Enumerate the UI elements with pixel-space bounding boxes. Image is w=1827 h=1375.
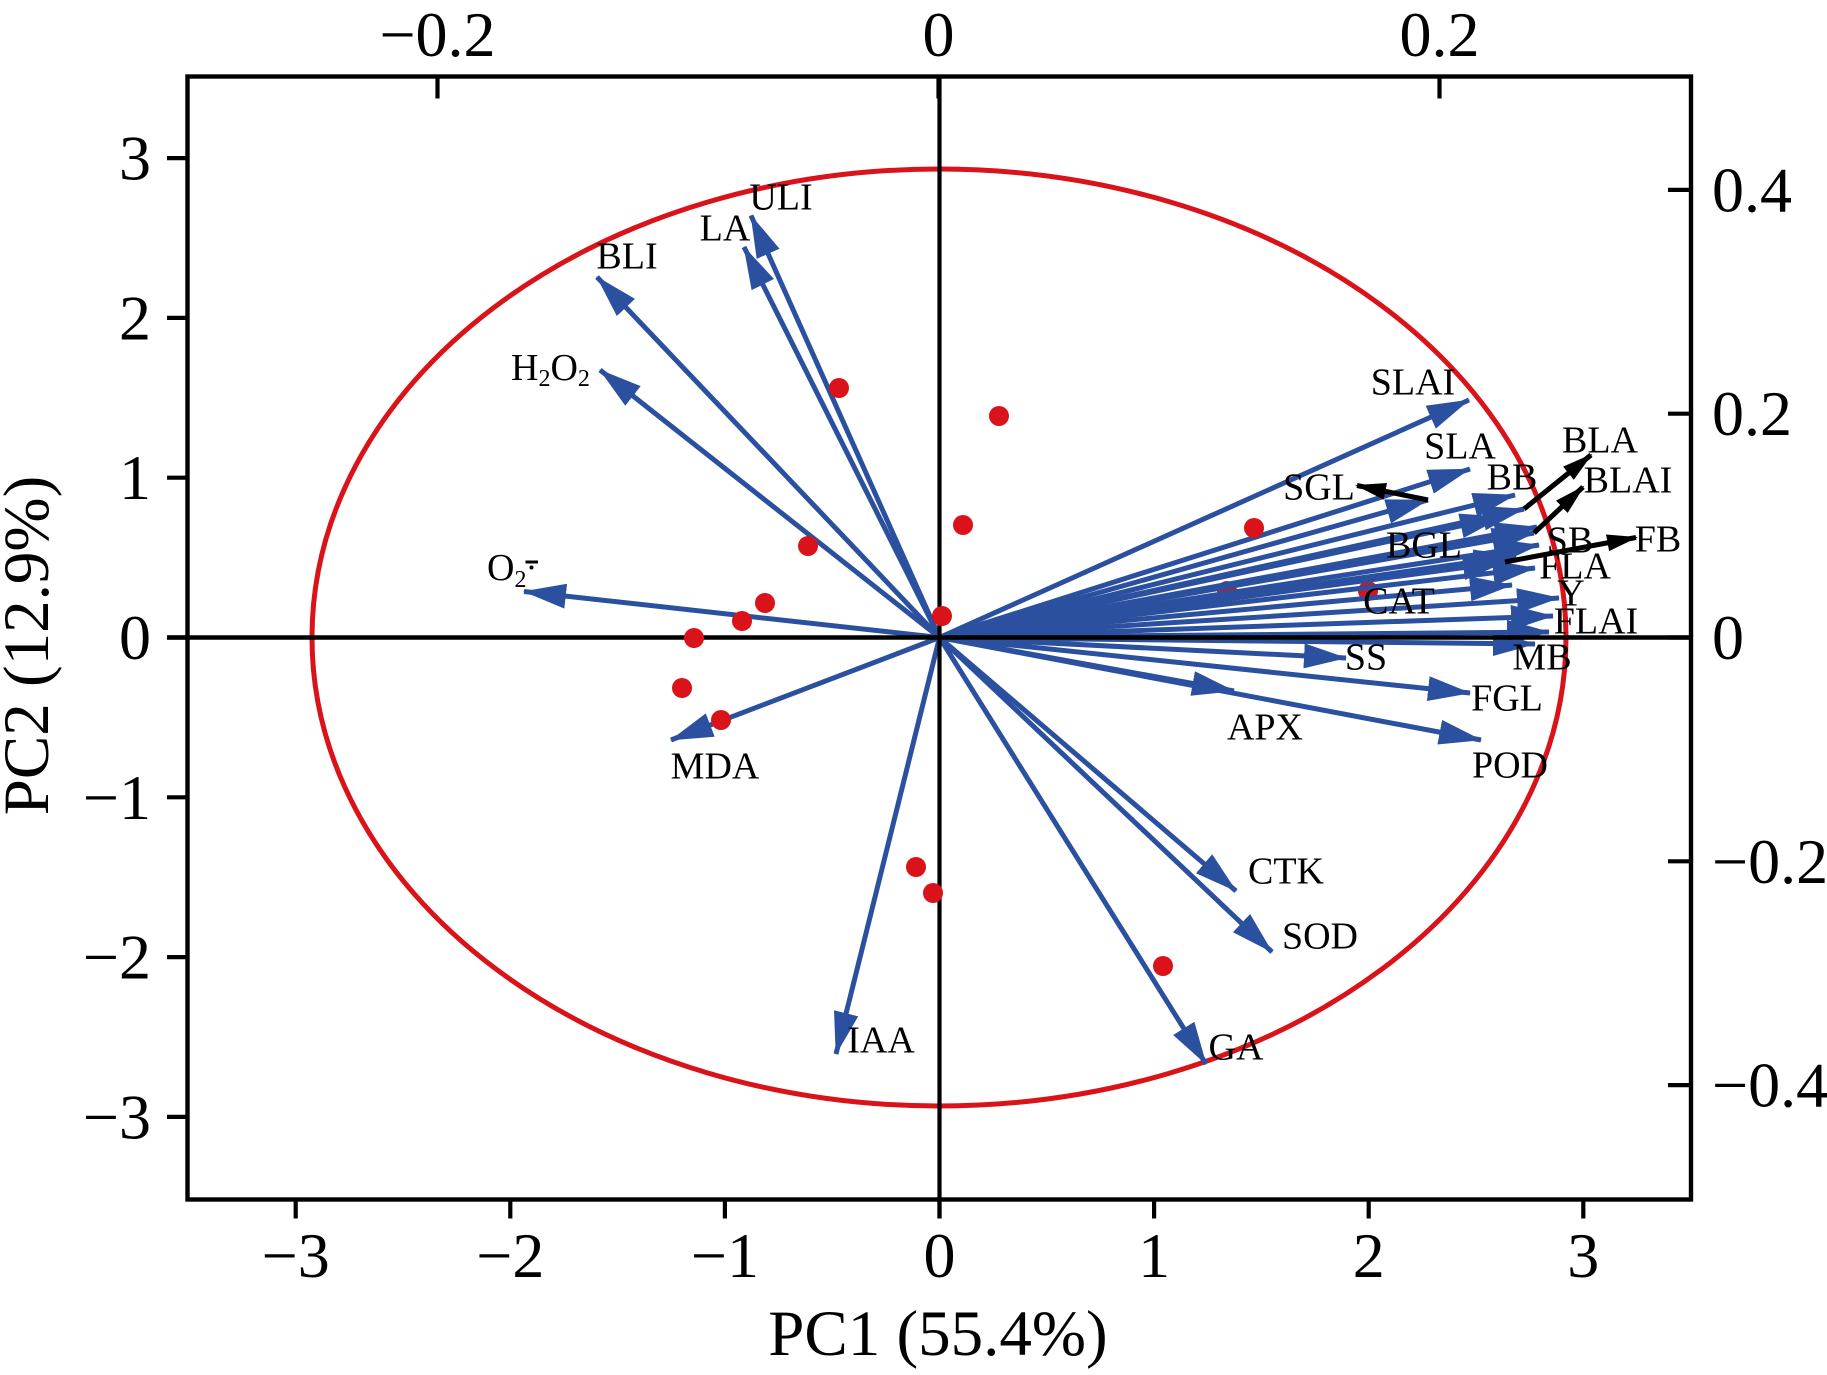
svg-text:3: 3 — [1567, 1220, 1599, 1291]
svg-text:0.4: 0.4 — [1712, 154, 1792, 225]
svg-text:−2: −2 — [476, 1220, 544, 1291]
svg-text:−0.4: −0.4 — [1712, 1050, 1827, 1121]
svg-text:BLI: BLI — [596, 236, 657, 278]
svg-text:MB: MB — [1512, 637, 1571, 679]
svg-text:−0.2: −0.2 — [379, 0, 495, 70]
svg-text:H2O2: H2O2 — [511, 347, 590, 392]
svg-text:0.2: 0.2 — [1400, 0, 1480, 70]
svg-text:BGL: BGL — [1386, 525, 1462, 567]
svg-text:0: 0 — [119, 602, 151, 673]
svg-text:GA: GA — [1209, 1027, 1264, 1069]
svg-text:2: 2 — [119, 282, 151, 353]
svg-text:SLA: SLA — [1424, 426, 1496, 468]
svg-text:APX: APX — [1227, 707, 1303, 749]
svg-text:PC1 (55.4%): PC1 (55.4%) — [768, 1298, 1107, 1370]
svg-text:FLAI: FLAI — [1554, 601, 1638, 643]
svg-text:FLA: FLA — [1539, 546, 1611, 588]
svg-text:BLAI: BLAI — [1584, 460, 1673, 502]
svg-text:SLAI: SLAI — [1371, 362, 1455, 404]
svg-text:SGL: SGL — [1283, 467, 1355, 509]
svg-text:0: 0 — [924, 1220, 956, 1291]
svg-text:CAT: CAT — [1363, 581, 1435, 623]
svg-text:BB: BB — [1487, 457, 1538, 499]
svg-text:Y: Y — [1557, 573, 1584, 615]
svg-text:−3: −3 — [83, 1081, 151, 1152]
svg-text:0.2: 0.2 — [1712, 378, 1792, 449]
svg-text:1: 1 — [119, 442, 151, 513]
svg-text:0: 0 — [923, 0, 955, 70]
svg-text:SB: SB — [1547, 520, 1593, 562]
svg-text:−1: −1 — [83, 762, 151, 833]
svg-text:0: 0 — [1712, 602, 1744, 673]
svg-text:PC2 (12.9%): PC2 (12.9%) — [0, 476, 63, 815]
svg-text:SOD: SOD — [1282, 916, 1358, 958]
svg-text:IAA: IAA — [847, 1020, 915, 1062]
svg-text:O2: O2 — [487, 547, 526, 593]
svg-text:MDA: MDA — [671, 746, 760, 788]
svg-text:−3: −3 — [262, 1220, 330, 1291]
svg-text:BLA: BLA — [1562, 420, 1639, 462]
svg-text:POD: POD — [1472, 745, 1548, 787]
svg-text:FGL: FGL — [1471, 678, 1543, 720]
svg-text:−0.2: −0.2 — [1712, 826, 1827, 897]
svg-text:2: 2 — [1353, 1220, 1385, 1291]
svg-text:−2: −2 — [83, 922, 151, 993]
svg-text:FB: FB — [1635, 519, 1681, 561]
svg-text:CTK: CTK — [1248, 851, 1325, 893]
svg-text:1: 1 — [1138, 1220, 1170, 1291]
svg-text:−1: −1 — [691, 1220, 759, 1291]
svg-text:3: 3 — [119, 123, 151, 194]
svg-text:ULI: ULI — [749, 177, 812, 219]
svg-text:SS: SS — [1345, 637, 1387, 679]
svg-text:LA: LA — [700, 208, 751, 250]
